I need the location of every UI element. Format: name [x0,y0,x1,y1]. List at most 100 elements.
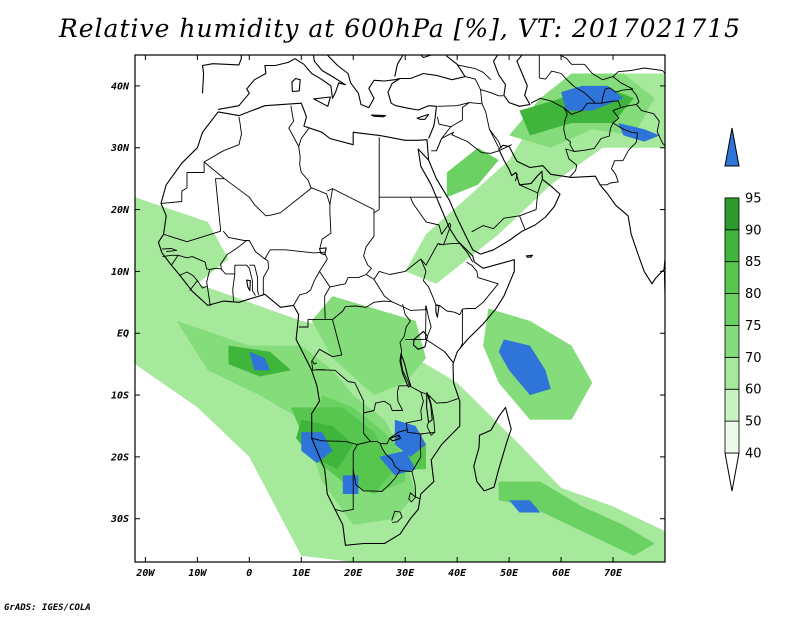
humidity-region-9 [498,481,655,556]
country-borders [160,55,665,523]
lat-tick-label: 20N [110,205,130,216]
coastline-lake-volta [246,279,251,292]
country-border-66 [620,104,665,147]
colorbar-lower-arrow [724,452,740,492]
country-border-10 [324,212,375,321]
humidity-region-21 [509,500,541,513]
humidity-region-8 [446,147,499,198]
colorbar-swatch [724,325,740,358]
country-border-50 [428,394,460,404]
colorbar-label: 50 [745,415,762,430]
country-border-63 [514,173,518,182]
lon-tick-label: 0 [246,568,252,579]
country-border-54 [435,102,500,151]
country-border-55 [436,116,451,128]
country-border-40 [334,444,358,512]
axis-ticks: 20W 10W 0 10E 20E 30E 40E 50E 60E 70E 40N 30N 20N 10N… [110,55,665,579]
lon-tick-label: 40E [448,568,467,579]
coastline-crete [370,114,387,118]
country-border-21 [332,300,392,320]
humidity-shading [135,73,665,562]
country-border-3 [224,178,332,249]
country-border-31 [189,280,207,291]
country-border-72 [457,64,492,81]
country-border-26 [249,264,260,296]
plot-frame [134,54,666,563]
colorbar-upper-arrow [724,127,740,167]
lon-tick-label: 20W [135,568,155,579]
humidity-region-23 [249,351,271,371]
country-border-62 [471,215,520,233]
country-border-9 [329,188,333,205]
lat-tick-label: 30N [110,143,130,154]
country-border-4 [298,146,312,189]
coastline-sardinia [291,77,301,93]
country-border-44 [411,471,421,500]
coastline-sicily [313,96,331,107]
country-border-27 [246,264,256,296]
coastline-lake-tanganyika [399,353,412,388]
lat-tick-label: 10S [111,391,129,402]
country-border-59 [489,128,502,149]
country-border-16 [435,261,499,316]
coastline-lake-kariba [389,434,402,442]
country-border-23 [298,319,326,328]
country-border-51 [420,431,435,435]
colorbar-label: 75 [745,319,762,334]
coastline-europe [201,55,243,94]
country-border-20 [312,304,411,414]
country-border-49 [409,384,422,393]
lat-tick-label: EQ [117,329,129,340]
country-border-15 [438,243,474,263]
country-border-71 [630,88,640,105]
lon-tick-label: 70E [604,568,623,579]
humidity-region-15 [301,432,333,464]
country-border-13 [365,274,427,311]
lat-tick-label: 20S [110,452,129,463]
coastline-socotra [525,254,534,258]
country-border-1 [163,161,225,243]
lon-tick-label: 50E [500,568,519,579]
lon-tick-label: 30E [395,568,415,579]
country-border-43 [352,469,401,492]
country-border-46 [391,510,403,523]
country-border-34 [162,254,179,258]
colorbar-label: 70 [745,351,762,366]
lat-tick-label: 30S [110,514,129,525]
country-border-70 [601,76,634,104]
colorbar-swatch [724,197,740,231]
lon-tick-label: 60E [552,568,571,579]
humidity-region-4 [311,296,426,396]
humidity-region-20 [618,123,660,142]
country-border-6 [298,127,310,147]
country-border-5 [288,105,300,147]
country-border-65 [563,100,622,152]
humidity-region-22 [342,475,359,494]
humidity-region-17 [394,419,426,457]
colorbar-swatch [724,229,740,263]
country-border-52 [444,351,454,363]
coastline-arabia [428,144,665,285]
coastline-lake-malawi [425,392,433,423]
coastline-africa [157,102,515,546]
country-border-45 [408,492,416,503]
coastline-caspian [492,55,531,107]
colorbar: 40 50 60 70 75 80 85 90 95 [724,127,762,492]
country-border-11 [319,252,331,288]
coastline-black-sea [394,55,466,81]
country-border-35 [161,248,178,253]
colorbar-label: 90 [745,223,762,238]
lat-tick-label: 40N [111,81,130,92]
colorbar-swatch [724,388,740,422]
lon-tick-label: 10E [292,568,311,579]
colorbar-swatch [724,261,740,294]
country-border-38 [312,360,318,365]
footer-credit: GrADS: IGES/COLA [4,603,91,613]
lon-tick-label: 10W [188,568,207,579]
country-border-19 [405,307,427,340]
coastline-cyprus [416,113,430,120]
lat-tick-label: 10N [111,267,130,278]
country-border-69 [538,55,665,81]
country-border-64 [530,97,578,178]
